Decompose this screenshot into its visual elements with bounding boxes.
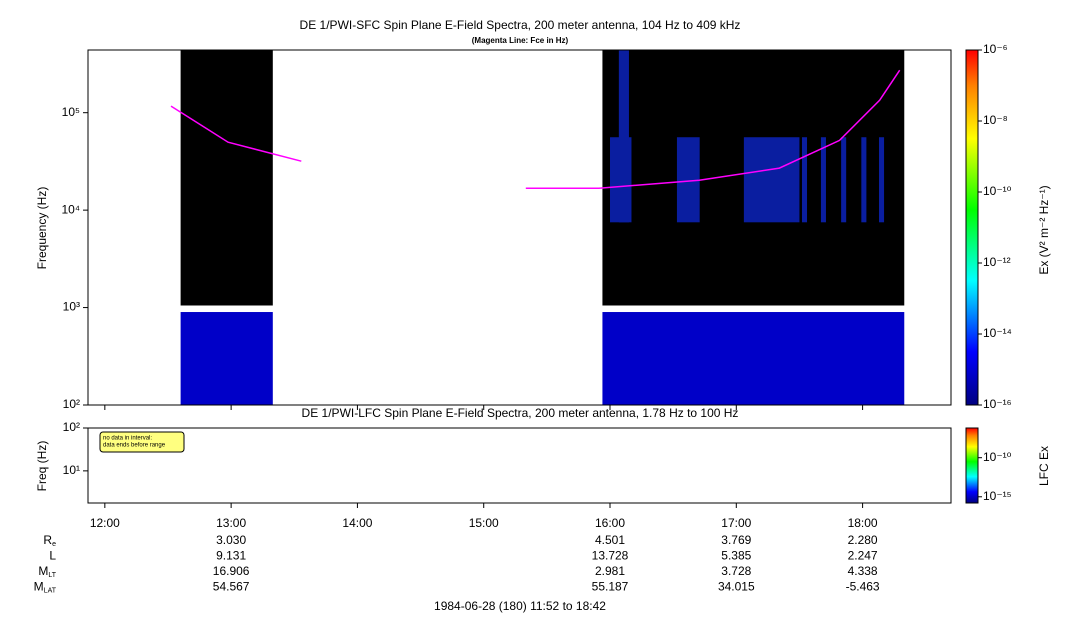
spectral-region	[801, 137, 808, 223]
ephemeris-label: MLT	[38, 564, 56, 579]
x-tick-label: 15:00	[469, 516, 499, 530]
colorbar-label: Ex (V² m⁻² Hz⁻¹)	[1037, 185, 1051, 274]
spectral-region	[820, 137, 826, 223]
ephemeris-value: 2.280	[848, 533, 878, 547]
annotation: data ends before range	[103, 443, 166, 449]
colorbar	[965, 49, 979, 406]
colorbar-tick-label: 10⁻⁶	[983, 42, 1008, 56]
footer: 1984-06-28 (180) 11:52 to 18:42	[434, 599, 606, 613]
ephemeris-value: 55.187	[592, 580, 629, 594]
x-tick-label: 13:00	[216, 516, 246, 530]
title: DE 1/PWI-SFC Spin Plane E-Field Spectra,…	[300, 18, 741, 32]
x-tick-label: 16:00	[595, 516, 625, 530]
annotation: no data in interval:	[103, 436, 152, 442]
ephemeris-label-main: M	[34, 580, 44, 594]
colorbar-tick-label: 10⁻¹⁵	[983, 489, 1012, 503]
x-tick-label: 18:00	[848, 516, 878, 530]
colorbar-label: LFC Ex	[1037, 446, 1051, 486]
subtitle: (Magenta Line: Fce in Hz)	[472, 36, 569, 45]
plot-frame	[87, 49, 952, 406]
colorbar	[965, 427, 979, 504]
spectral-region	[618, 50, 629, 223]
spectral-region	[180, 312, 273, 405]
ephemeris-value: 3.030	[216, 533, 246, 547]
ephemeris-label: L	[49, 549, 56, 563]
spectral-region	[861, 137, 867, 223]
spectral-region	[180, 50, 273, 306]
spectral-region	[602, 312, 905, 405]
ephemeris-label-sub: LAT	[44, 587, 57, 594]
annotation-box	[99, 431, 185, 453]
ephemeris-value: 3.728	[721, 564, 751, 578]
y-tick-label: 10¹	[63, 463, 80, 477]
ephemeris-label-sub: e	[52, 541, 56, 548]
ephemeris-label-main: R	[43, 533, 52, 547]
ephemeris-value: 4.338	[848, 564, 878, 578]
plot-frame	[87, 427, 952, 504]
x-tick-label: 14:00	[342, 516, 372, 530]
colorbar-tick-label: 10⁻⁸	[983, 113, 1008, 127]
ephemeris-label-main: M	[38, 564, 48, 578]
colorbar-tick-label: 10⁻¹⁰	[983, 450, 1012, 464]
y-tick-label: 10²	[63, 397, 80, 411]
y-tick-label: 10²	[63, 420, 80, 434]
y-tick-label: 10³	[63, 300, 80, 314]
ephemeris-label: Re	[43, 533, 56, 548]
spectral-region	[879, 137, 885, 223]
spectral-region	[610, 137, 632, 223]
ephemeris-label-main: L	[49, 549, 56, 563]
ephemeris-value: 4.501	[595, 533, 625, 547]
ephemeris-label-sub: LT	[48, 572, 56, 579]
fce-line	[170, 69, 901, 189]
ephemeris-value: 2.247	[848, 549, 878, 563]
plot-area	[88, 428, 951, 503]
ephemeris-value: 54.567	[213, 580, 250, 594]
ephemeris-value: 2.981	[595, 564, 625, 578]
colorbar-tick-label: 10⁻¹²	[983, 255, 1011, 269]
spectral-region	[841, 137, 847, 223]
y-label: Freq (Hz)	[35, 441, 49, 492]
spectral-region	[676, 137, 700, 223]
x-tick-label: 17:00	[721, 516, 751, 530]
ephemeris-value: -5.463	[846, 580, 880, 594]
x-tick-label: 12:00	[90, 516, 120, 530]
y-tick-label: 10⁴	[61, 202, 80, 216]
ephemeris-value: 5.385	[721, 549, 751, 563]
title: DE 1/PWI-LFC Spin Plane E-Field Spectra,…	[302, 406, 739, 420]
y-tick-label: 10⁵	[62, 105, 80, 119]
colorbar-tick-label: 10⁻¹⁰	[983, 184, 1012, 198]
colorbar-tick-label: 10⁻¹⁴	[983, 326, 1012, 340]
spectral-region	[743, 137, 800, 223]
y-label: Frequency (Hz)	[35, 187, 49, 270]
ephemeris-label: MLAT	[34, 580, 57, 595]
ephemeris-value: 3.769	[721, 533, 751, 547]
colorbar-tick-label: 10⁻¹⁶	[983, 397, 1012, 411]
ephemeris-value: 9.131	[216, 549, 246, 563]
ephemeris-value: 13.728	[592, 549, 629, 563]
ephemeris-value: 16.906	[213, 564, 250, 578]
ephemeris-value: 34.015	[718, 580, 755, 594]
